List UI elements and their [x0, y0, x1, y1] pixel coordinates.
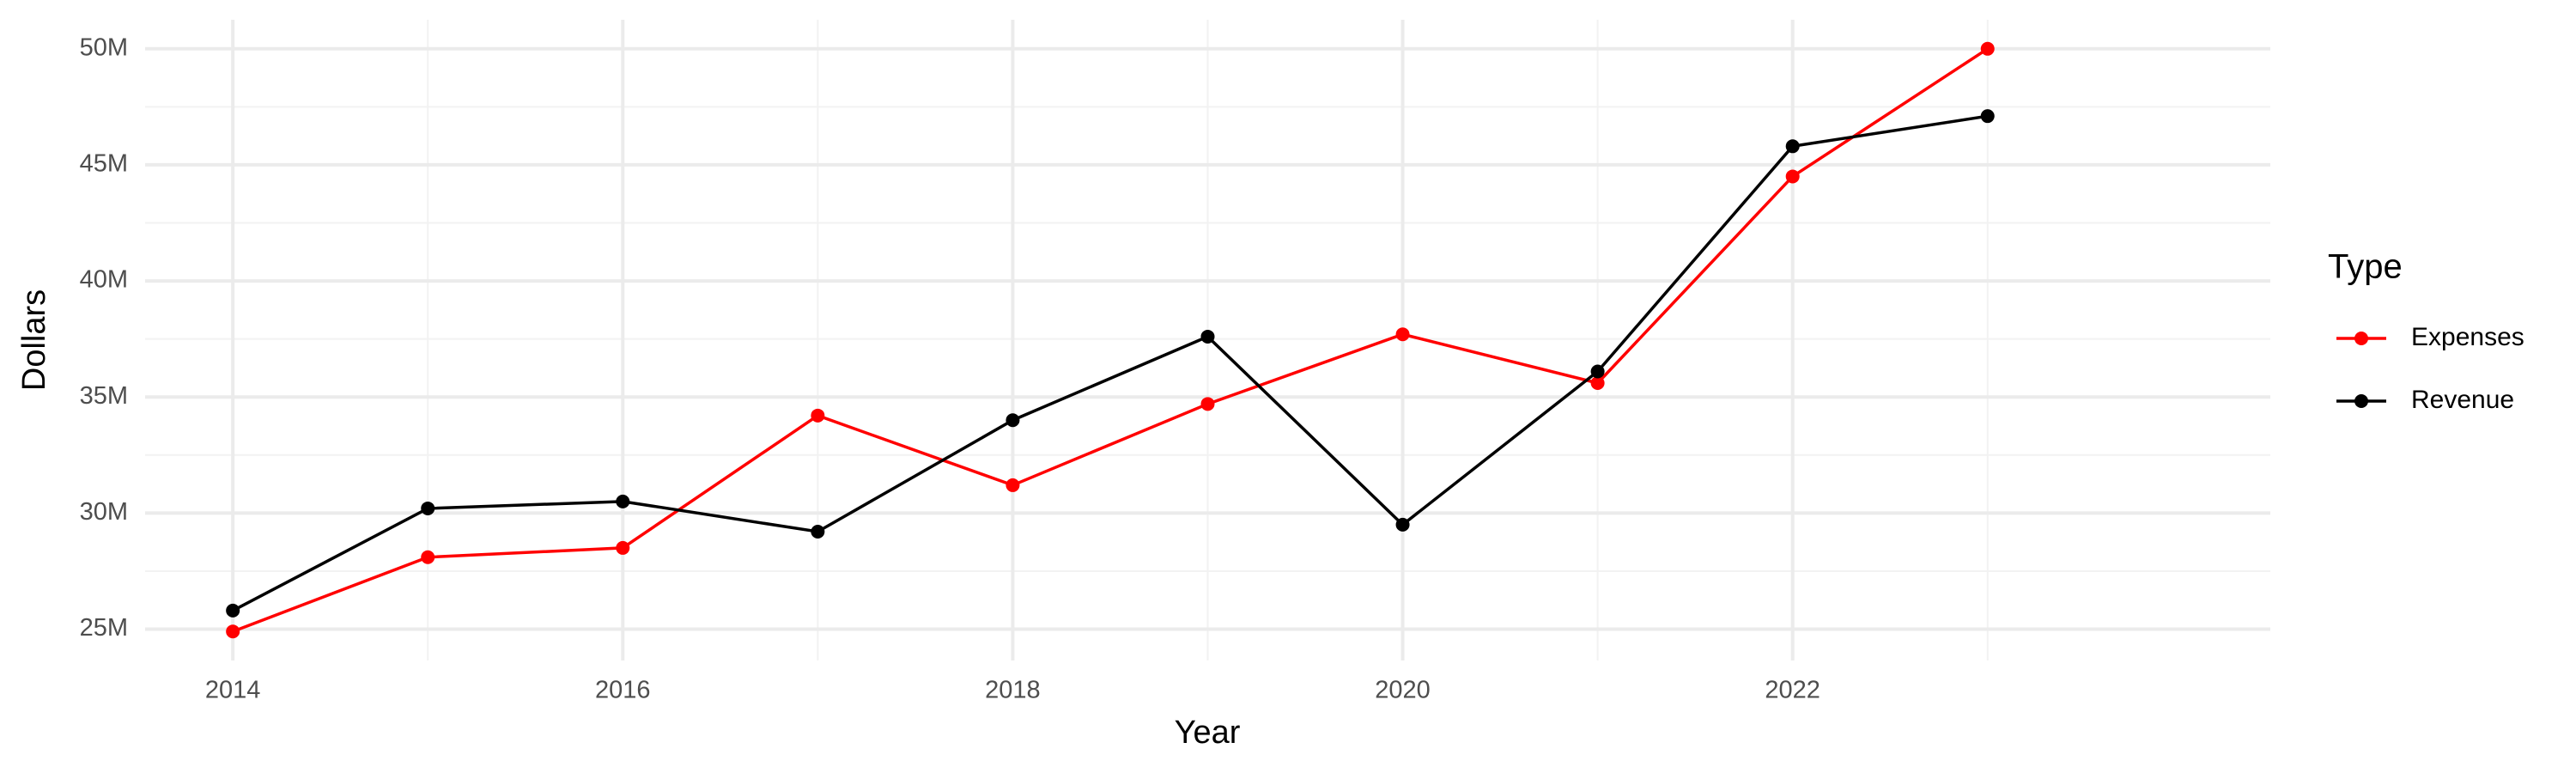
- data-point: [1005, 478, 1020, 492]
- x-tick-label: 2014: [205, 677, 261, 704]
- y-tick-label: 40M: [80, 266, 128, 294]
- x-tick-label: 2022: [1765, 677, 1820, 704]
- y-tick-label: 30M: [80, 498, 128, 526]
- data-point: [616, 540, 630, 555]
- series-line: [232, 47, 1989, 633]
- data-point: [811, 524, 825, 539]
- data-point: [226, 603, 240, 618]
- x-tick-label: 2020: [1375, 677, 1431, 704]
- data-point: [226, 624, 240, 639]
- y-tick-label: 45M: [80, 150, 128, 178]
- x-tick-label: 2016: [595, 677, 651, 704]
- x-axis-title: Year: [1175, 715, 1241, 751]
- y-tick-label: 50M: [80, 33, 128, 61]
- data-point: [1980, 41, 1995, 56]
- legend-label: Expenses: [2411, 323, 2524, 351]
- data-point: [1785, 139, 1800, 154]
- data-point: [616, 494, 630, 508]
- series-line: [232, 114, 1989, 612]
- y-axis-title: Dollars: [16, 289, 52, 391]
- legend-entry: Revenue: [2336, 386, 2514, 414]
- legend-swatch-point: [2354, 394, 2368, 408]
- y-tick-label: 25M: [80, 614, 128, 642]
- data-point: [421, 501, 435, 515]
- data-point: [1395, 517, 1410, 532]
- data-point: [421, 550, 435, 564]
- data-point: [1785, 169, 1800, 184]
- legend-title: Type: [2328, 248, 2403, 286]
- legend-swatch-point: [2354, 332, 2368, 345]
- data-point: [1980, 109, 1995, 124]
- x-tick-label: 2018: [985, 677, 1041, 704]
- y-tick-label: 35M: [80, 382, 128, 410]
- legend-entry: Expenses: [2336, 323, 2524, 351]
- data-point: [1200, 329, 1215, 344]
- data-point: [1395, 327, 1410, 342]
- data-point: [1590, 376, 1605, 391]
- legend-label: Revenue: [2411, 386, 2514, 414]
- data-point: [1200, 397, 1215, 411]
- data-point: [1005, 413, 1020, 428]
- data-point: [811, 408, 825, 423]
- data-point: [1590, 364, 1605, 379]
